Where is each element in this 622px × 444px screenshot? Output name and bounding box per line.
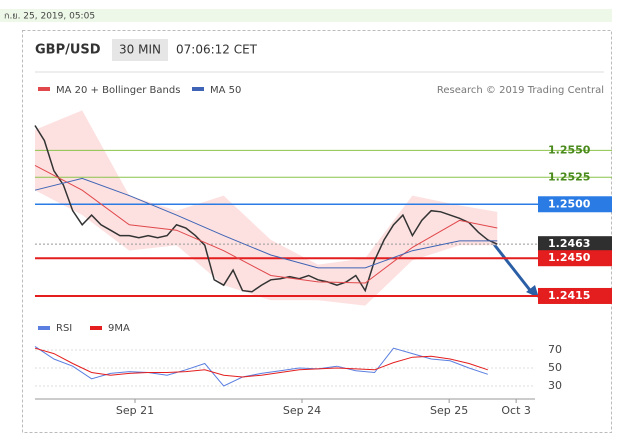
rsi-line bbox=[34, 347, 488, 378]
time: 07:06:12 CET bbox=[176, 43, 258, 57]
level-label-box bbox=[538, 196, 612, 213]
level-label: 1.2550 bbox=[548, 143, 591, 156]
credit: Research © 2019 Trading Central bbox=[437, 85, 604, 96]
level-label-box bbox=[538, 287, 612, 304]
interval-box bbox=[112, 39, 168, 61]
ma20-line bbox=[34, 164, 498, 284]
x-tick-label: Sep 25 bbox=[430, 404, 468, 417]
ma50-line bbox=[34, 177, 498, 269]
level-label: 1.2450 bbox=[548, 251, 591, 264]
legend-label: RSI bbox=[56, 323, 72, 334]
panel bbox=[22, 30, 612, 433]
x-tick-label: Sep 24 bbox=[283, 404, 321, 417]
level-label: 1.2525 bbox=[548, 170, 590, 183]
legend-label: MA 50 bbox=[210, 85, 241, 96]
interval: 30 MIN bbox=[119, 43, 161, 57]
timestamp: ก.ย. 25, 2019, 05:05 bbox=[4, 12, 95, 22]
legend-swatch bbox=[90, 326, 102, 330]
y-tick-label: 30 bbox=[548, 379, 562, 392]
legend-label: MA 20 + Bollinger Bands bbox=[56, 85, 180, 96]
legend-swatch bbox=[38, 326, 50, 330]
x-tick-label: Sep 21 bbox=[116, 404, 154, 417]
legend-swatch bbox=[192, 87, 204, 91]
level-label: 1.2463 bbox=[548, 237, 590, 250]
legend-label: 9MA bbox=[108, 323, 130, 334]
y-tick-label: 50 bbox=[548, 361, 562, 374]
forecast-arrowhead bbox=[526, 285, 539, 298]
forecast-arrow bbox=[491, 242, 535, 295]
legend-swatch bbox=[38, 87, 50, 91]
symbol: GBP/USD bbox=[35, 43, 101, 58]
price-line bbox=[34, 125, 498, 293]
y-tick-label: 70 bbox=[548, 343, 562, 356]
timestamp-bar bbox=[0, 9, 612, 22]
level-label-box bbox=[538, 250, 612, 267]
level-label-box bbox=[538, 236, 612, 253]
x-tick-label: Oct 3 bbox=[501, 404, 531, 417]
bollinger-band bbox=[35, 110, 498, 306]
rsi-line bbox=[34, 345, 488, 387]
level-label: 1.2415 bbox=[548, 289, 590, 302]
level-label: 1.2500 bbox=[548, 197, 591, 210]
